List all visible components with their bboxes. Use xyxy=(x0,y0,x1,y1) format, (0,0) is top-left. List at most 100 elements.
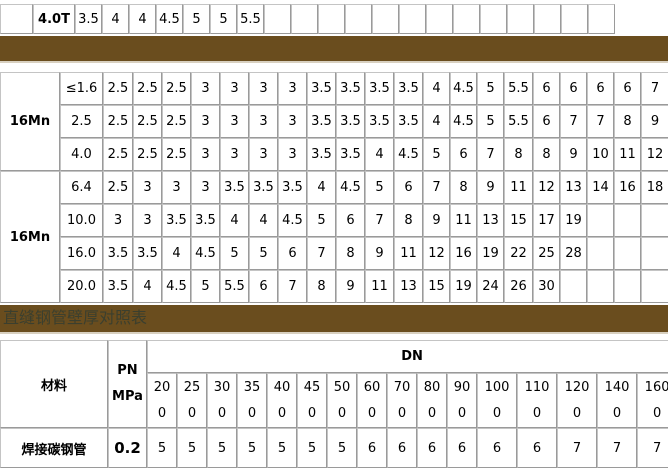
value-cell: 3 xyxy=(249,72,278,105)
value-cell: 8 xyxy=(307,270,336,303)
value-cell xyxy=(587,204,614,237)
empty-cell xyxy=(0,4,33,34)
value-cell: 3 xyxy=(249,105,278,138)
pn-cell: ≤1.6 xyxy=(60,72,103,105)
value-cell: 4.5 xyxy=(336,171,365,204)
value-cell: 3 xyxy=(220,105,249,138)
value-cell: 3.5 xyxy=(365,72,394,105)
value-cell: 2.5 xyxy=(162,72,191,105)
value-cell: 5 xyxy=(147,428,177,468)
value-cell: 9 xyxy=(423,204,450,237)
value-cell: 4 xyxy=(307,171,336,204)
dn-value-part: 80 xyxy=(423,379,441,395)
dn-value-part: 0 xyxy=(307,405,317,421)
dn-value-cell: 50 0 xyxy=(327,373,357,428)
pn-cell: 6.4 xyxy=(60,171,103,204)
value-cell: 2.5 xyxy=(133,138,162,171)
value-cell xyxy=(318,4,345,34)
value-cell: 4.5 xyxy=(162,270,191,303)
value-cell: 3.5 xyxy=(394,105,423,138)
value-cell: 3 xyxy=(103,204,133,237)
value-cell: 4 xyxy=(249,204,278,237)
value-cell: 30 xyxy=(533,270,560,303)
value-cell: 11 xyxy=(614,138,641,171)
material-cell: 16Mn xyxy=(0,171,60,303)
pn-cell: 0.2 xyxy=(108,428,147,468)
value-cell: 2.5 xyxy=(103,171,133,204)
value-cell: 10 xyxy=(587,138,614,171)
value-cell: 7 xyxy=(560,105,587,138)
dn-values-row: 20 0 25 0 30 0 35 0 40 0 45 0 50 0 60 0 70 0 80 0 90 0 100 0 110… xyxy=(0,373,668,428)
value-cell: 7 xyxy=(597,428,637,468)
dn-value-cell: 25 0 xyxy=(177,373,207,428)
dn-value-cell: 160 0 xyxy=(637,373,668,428)
value-cell: 5 xyxy=(249,237,278,270)
material-cell: 焊接碳钢管 xyxy=(0,428,108,468)
value-cell: 5 xyxy=(220,237,249,270)
value-cell: 6 xyxy=(417,428,447,468)
value-cell: 11 xyxy=(365,270,394,303)
value-cell: 6 xyxy=(533,105,560,138)
dn-value-part: 0 xyxy=(397,405,407,421)
value-cell: 7 xyxy=(307,237,336,270)
value-cell: 3.5 xyxy=(307,138,336,171)
dn-value-part: 0 xyxy=(612,405,622,421)
value-cell xyxy=(345,4,372,34)
value-cell: 6 xyxy=(249,270,278,303)
value-cell: 26 xyxy=(504,270,533,303)
value-cell: 16 xyxy=(450,237,477,270)
value-cell: 2.5 xyxy=(103,138,133,171)
value-cell: 5 xyxy=(307,204,336,237)
value-cell: 16 xyxy=(614,171,641,204)
value-cell: 3 xyxy=(278,138,307,171)
dn-value-part: 0 xyxy=(157,405,167,421)
value-cell: 5.5 xyxy=(504,105,533,138)
value-cell: 3 xyxy=(191,138,220,171)
table-row: 焊接碳钢管 0.2 5 5 5 5 5 5 5 6 6 6 6 6 6 7 7 7 xyxy=(0,428,668,468)
top-thickness-table: 4.0T 3.5 4 4 4.5 5 5 5.5 xyxy=(0,4,615,34)
value-cell xyxy=(641,204,668,237)
value-cell: 6 xyxy=(477,428,517,468)
value-cell: 5.5 xyxy=(504,72,533,105)
pn-cell: 2.5 xyxy=(60,105,103,138)
value-cell: 6 xyxy=(387,428,417,468)
value-cell: 3 xyxy=(162,171,191,204)
value-cell: 3 xyxy=(278,72,307,105)
value-cell: 5 xyxy=(365,171,394,204)
value-cell: 3.5 xyxy=(307,72,336,105)
dn-value-part: 0 xyxy=(652,405,662,421)
value-cell: 7 xyxy=(423,171,450,204)
value-cell: 3.5 xyxy=(103,270,133,303)
dn-value-part: 0 xyxy=(457,405,467,421)
dn-value-cell: 100 0 xyxy=(477,373,517,428)
pn-cell: 10.0 xyxy=(60,204,103,237)
value-cell: 19 xyxy=(450,270,477,303)
dn-value-part: 0 xyxy=(187,405,197,421)
value-cell: 8 xyxy=(450,171,477,204)
dn-value-part: 70 xyxy=(393,379,411,395)
value-cell: 3.5 xyxy=(249,171,278,204)
value-cell: 8 xyxy=(533,138,560,171)
value-cell: 9 xyxy=(336,270,365,303)
value-cell: 3.5 xyxy=(365,105,394,138)
dn-value-part: 35 xyxy=(243,379,261,395)
value-cell xyxy=(614,270,641,303)
value-cell: 3.5 xyxy=(220,171,249,204)
value-cell: 3.5 xyxy=(336,138,365,171)
value-cell: 3 xyxy=(278,105,307,138)
value-cell: 4.5 xyxy=(394,138,423,171)
value-cell: 5.5 xyxy=(237,4,264,34)
pn-cell: 16.0 xyxy=(60,237,103,270)
value-cell: 5 xyxy=(267,428,297,468)
dn-value-cell: 40 0 xyxy=(267,373,297,428)
value-cell xyxy=(588,4,615,34)
value-cell: 7 xyxy=(641,72,668,105)
dn-value-part: 60 xyxy=(363,379,381,395)
dn-value-part: 0 xyxy=(277,405,287,421)
table-row: 16Mn 6.4 2.5 3 3 3 3.5 3.5 3.5 4 4.5 5 6 7 8 9 11 12 13 14 1… xyxy=(0,171,668,303)
value-cell: 5 xyxy=(477,105,504,138)
value-cell: 11 xyxy=(450,204,477,237)
row-label: 4.0T xyxy=(33,4,75,34)
dn-value-part: 25 xyxy=(183,379,201,395)
value-cell: 11 xyxy=(394,237,423,270)
